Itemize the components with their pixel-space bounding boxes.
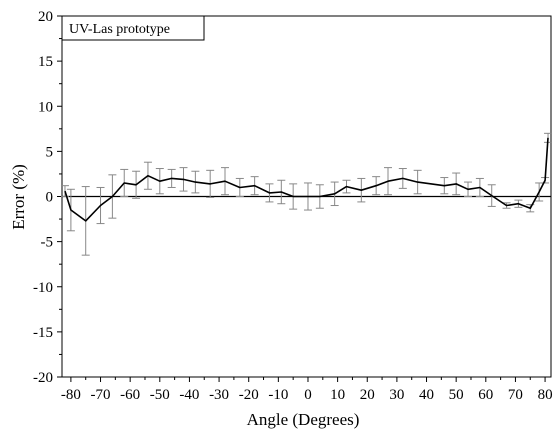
series-lines	[64, 137, 549, 222]
x-tick-label: -70	[91, 387, 111, 403]
x-tick-label: 60	[478, 387, 493, 403]
y-tick-label: -5	[41, 235, 54, 251]
y-tick-label: 15	[38, 54, 53, 70]
legend: UV-Las prototype	[61, 15, 205, 41]
x-tick-label: 70	[508, 387, 523, 403]
x-tick-label: 50	[449, 387, 464, 403]
x-tick-label: -30	[209, 387, 229, 403]
x-tick-label: 30	[389, 387, 404, 403]
y-tick-label: 20	[38, 9, 53, 25]
x-tick-label: -60	[120, 387, 140, 403]
y-tick-label: -10	[33, 280, 53, 296]
x-tick-label: 10	[330, 387, 345, 403]
x-tick-label: 40	[419, 387, 434, 403]
x-tick-label: 0	[304, 387, 312, 403]
x-tick-label: -80	[61, 387, 81, 403]
error-bar	[60, 185, 69, 197]
y-tick-label: -15	[33, 325, 53, 341]
y-axis-title: Error (%)	[9, 164, 28, 230]
series-line	[64, 137, 549, 222]
x-tick-label: 20	[360, 387, 375, 403]
x-tick-label: -50	[150, 387, 170, 403]
legend-box	[61, 15, 205, 41]
x-tick-label: -10	[268, 387, 288, 403]
y-tick-label: 10	[38, 99, 53, 115]
y-tick-label: 0	[46, 190, 54, 206]
y-tick-label: 5	[46, 144, 54, 160]
x-tick-label: -40	[179, 387, 199, 403]
x-tick-label: 80	[538, 387, 553, 403]
error-bars	[60, 132, 553, 256]
y-tick-label: -20	[33, 370, 53, 386]
y-axis-ticks: -20 -15 -10 -5 0 5 10 15 20	[33, 9, 62, 386]
x-axis-ticks: -80 -70 -60 -50 -40 -30 -20 -10 0 10 20 30 40 50 60 70 8…	[61, 377, 553, 403]
x-axis-title: Angle (Degrees)	[247, 410, 360, 429]
legend-label: UV-Las prototype	[69, 22, 170, 37]
x-tick-label: -20	[239, 387, 259, 403]
